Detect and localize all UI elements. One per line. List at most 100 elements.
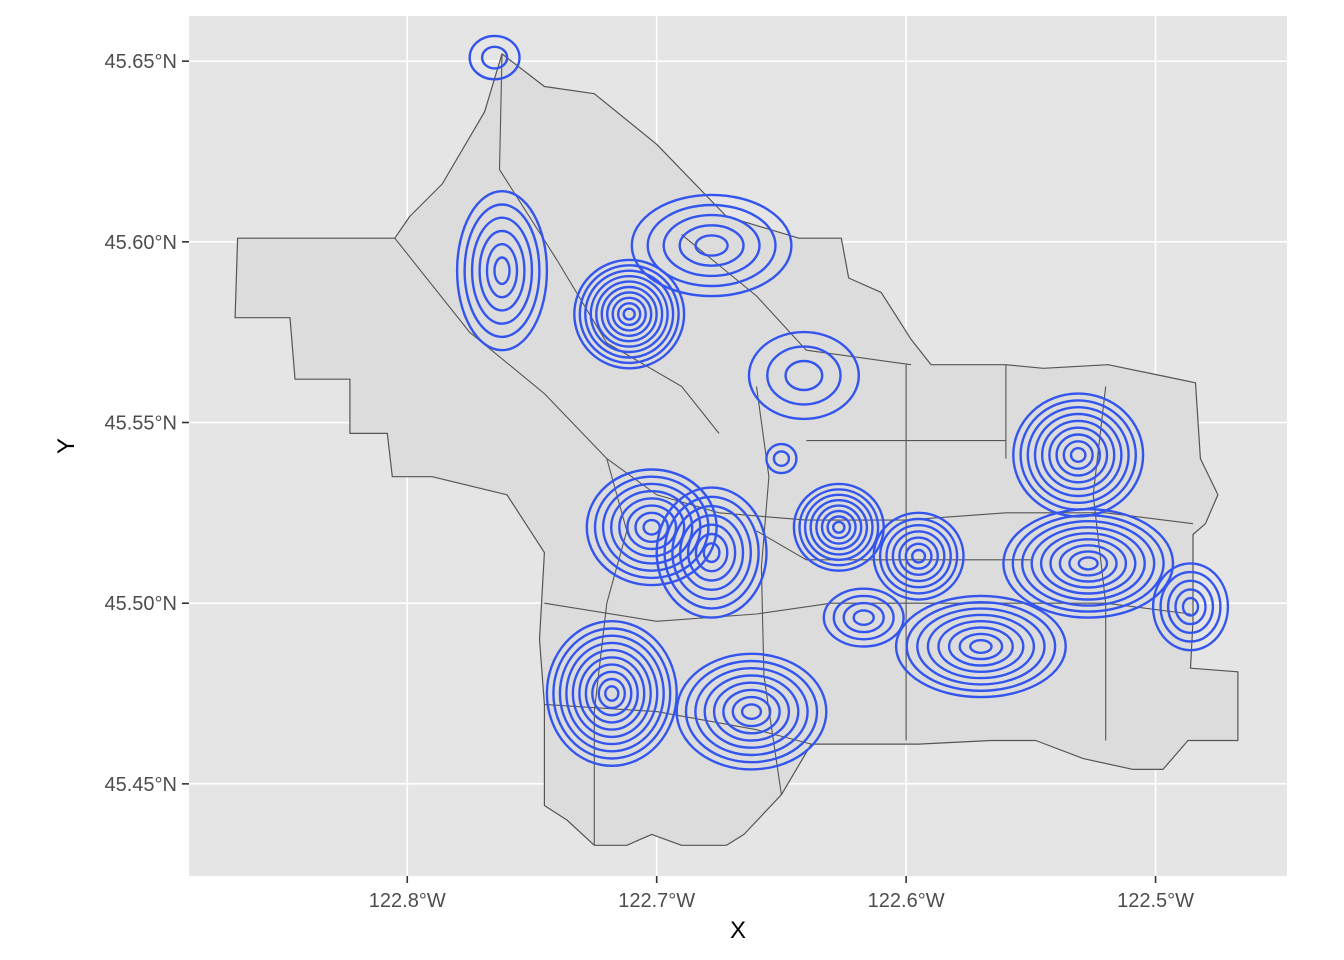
x-axis-title: X <box>730 917 746 944</box>
density-contour-ring <box>646 203 777 288</box>
density-contour-ring <box>958 632 1004 661</box>
y-axis-title: Y <box>53 438 80 454</box>
density-contours <box>455 34 1230 771</box>
density-contour-ring <box>595 280 664 348</box>
density-contour-ring <box>589 275 669 354</box>
density-contour-ring <box>1002 508 1175 619</box>
density-contour-ring <box>872 511 965 601</box>
density-contour-ring <box>678 224 745 267</box>
density-contour-ring <box>694 532 729 573</box>
density-contour-ring <box>694 666 809 757</box>
density-contour-ring <box>655 486 768 619</box>
density-contour-ring <box>1181 596 1200 617</box>
density-contour-ring <box>611 296 647 332</box>
density-contour-ring <box>662 213 761 278</box>
density-contour-ring <box>1030 526 1146 601</box>
density-contour-ring <box>722 688 781 735</box>
density-contour-ring <box>766 345 842 406</box>
density-contour-ring <box>463 203 541 339</box>
density-contour-ring <box>1166 579 1215 634</box>
density-contour-ring <box>493 256 511 286</box>
density-contour-ring <box>809 498 869 556</box>
density-contour-ring <box>578 264 680 365</box>
density-contour-ring <box>584 663 639 724</box>
density-contour-ring <box>798 488 880 567</box>
density-contour-ring <box>558 634 665 753</box>
neighborhood-border <box>606 458 1194 525</box>
density-contour-ring <box>1049 538 1128 589</box>
boundary-outline <box>234 53 1239 846</box>
y-tick-label: 45.45°N <box>105 774 178 796</box>
density-contour-ring <box>878 517 959 595</box>
density-contour-ring <box>894 594 1067 699</box>
density-contour-ring <box>630 193 793 298</box>
density-contour-ring <box>1048 426 1109 484</box>
density-contour-ring <box>600 285 658 343</box>
density-contour-ring <box>905 601 1057 693</box>
density-contour-ring <box>916 607 1046 686</box>
density-contour-ring <box>678 514 745 591</box>
density-contour-ring <box>686 523 737 582</box>
x-tick-label: 122.8°W <box>369 890 446 912</box>
density-contour-ring <box>765 442 798 475</box>
axis-ticks <box>182 60 1157 883</box>
density-contour-ring <box>626 504 678 551</box>
density-contour-ring <box>545 620 678 768</box>
density-contour-ring <box>1039 532 1137 595</box>
density-contour-ring <box>702 542 721 564</box>
density-contour-ring <box>591 670 633 717</box>
density-contour-ring <box>898 536 939 577</box>
density-contour-ring <box>1068 550 1109 577</box>
y-tick-label: 45.60°N <box>105 232 178 254</box>
density-contour-ring <box>712 681 791 742</box>
density-contour-ring <box>584 269 675 359</box>
density-contour-ring <box>610 489 694 565</box>
x-tick-label: 122.5°W <box>1117 890 1194 912</box>
density-contour-ring <box>731 695 772 728</box>
density-contour-ring <box>617 302 642 327</box>
density-contour-ring <box>485 243 519 299</box>
density-contour-ring <box>1159 570 1222 643</box>
density-contour-ring <box>772 450 791 467</box>
density-contour-ring <box>1069 447 1087 464</box>
density-contour-ring <box>1033 412 1123 498</box>
density-contour-ring <box>684 659 819 764</box>
density-contour-ring <box>822 587 905 648</box>
density-contour-ring <box>1151 562 1230 652</box>
density-contour-ring <box>937 620 1025 674</box>
density-contour-ring <box>470 216 534 325</box>
density-contour-ring <box>1011 514 1165 613</box>
density-contour-ring <box>910 548 927 564</box>
density-contour-ring <box>1058 544 1118 583</box>
y-tick-label: 45.50°N <box>105 593 178 615</box>
density-contour-ring <box>784 359 824 392</box>
y-tick-label: 45.55°N <box>105 413 178 435</box>
density-contour-ring <box>1020 520 1156 607</box>
density-contour-ring <box>1174 588 1207 626</box>
density-contour-ring <box>747 330 861 421</box>
density-contour-ring <box>703 674 800 749</box>
density-contour-ring <box>565 641 659 746</box>
density-contour-ring <box>740 703 763 720</box>
density-contour-ring <box>604 685 620 702</box>
density-contour-ring <box>969 639 993 655</box>
y-tick-label: 45.65°N <box>105 51 178 73</box>
density-contour-ring <box>571 648 652 739</box>
density-contour-ring <box>820 509 857 545</box>
x-tick-label: 122.7°W <box>618 890 695 912</box>
density-contour-ring <box>926 613 1036 680</box>
density-contour-ring <box>832 520 846 534</box>
density-contour-ring <box>826 515 852 540</box>
density-contour-ring <box>852 609 875 626</box>
density-contour-ring <box>885 524 952 589</box>
density-contour-ring <box>1077 556 1099 571</box>
neighborhood-border <box>394 237 608 459</box>
density-contour-ring <box>455 190 549 352</box>
density-contour-ring <box>622 307 636 321</box>
density-contour-ring <box>904 542 933 570</box>
density-contour-ring <box>815 504 863 551</box>
density-contour-ring <box>947 626 1014 667</box>
density-contour-ring <box>1026 406 1130 505</box>
density-contour-ring <box>585 468 718 587</box>
